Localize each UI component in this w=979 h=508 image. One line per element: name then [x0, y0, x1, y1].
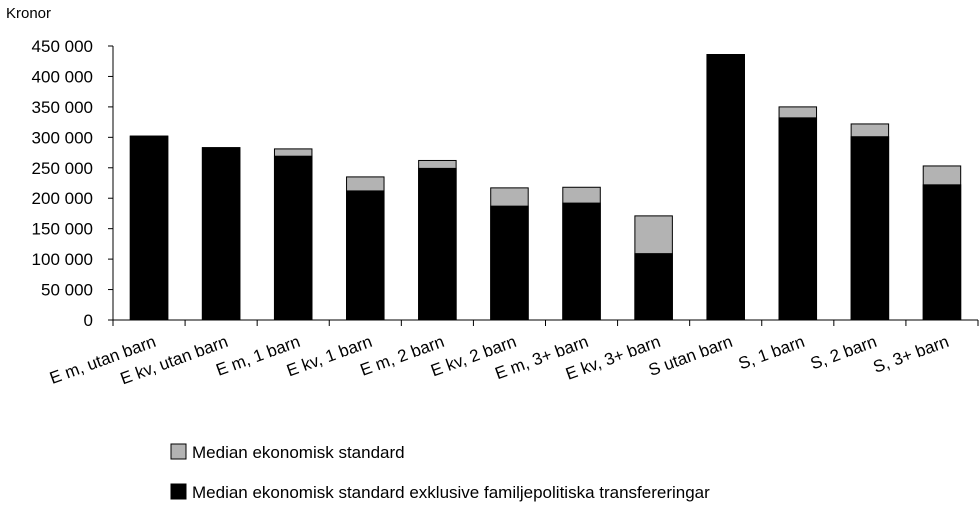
- y-tick-label: 100 000: [32, 250, 93, 269]
- legend-swatch: [170, 483, 187, 500]
- y-tick-label: 50 000: [41, 281, 93, 300]
- y-tick-label: 350 000: [32, 98, 93, 117]
- y-axis-title: Kronor: [6, 5, 51, 22]
- bar: [490, 205, 529, 321]
- legend-swatch: [170, 443, 187, 460]
- legend-label: Median ekonomisk standard exklusive fami…: [192, 483, 710, 502]
- y-tick-label: 0: [84, 311, 93, 330]
- y-tick-label: 400 000: [32, 67, 93, 86]
- bar: [273, 155, 313, 321]
- x-tick-label: S utan barn: [646, 332, 735, 380]
- bar: [129, 135, 169, 321]
- y-tick-label: 300 000: [32, 128, 93, 147]
- x-tick-label: S, 1 barn: [736, 332, 807, 373]
- bar: [778, 117, 818, 321]
- y-tick-label: 200 000: [32, 189, 93, 208]
- y-tick-label: 150 000: [32, 220, 93, 239]
- y-tick-label: 250 000: [32, 159, 93, 178]
- bar: [706, 54, 745, 321]
- x-tick-label: S, 3+ barn: [871, 332, 952, 377]
- bar: [346, 190, 385, 321]
- bar: [634, 253, 673, 321]
- bar: [562, 202, 601, 321]
- y-tick-label: 450 000: [32, 37, 93, 56]
- x-tick-label: S, 2 barn: [808, 332, 879, 373]
- bar: [850, 136, 890, 321]
- bar: [922, 184, 962, 321]
- bar: [201, 147, 241, 321]
- bar: [418, 167, 457, 321]
- legend-label: Median ekonomisk standard: [192, 443, 405, 462]
